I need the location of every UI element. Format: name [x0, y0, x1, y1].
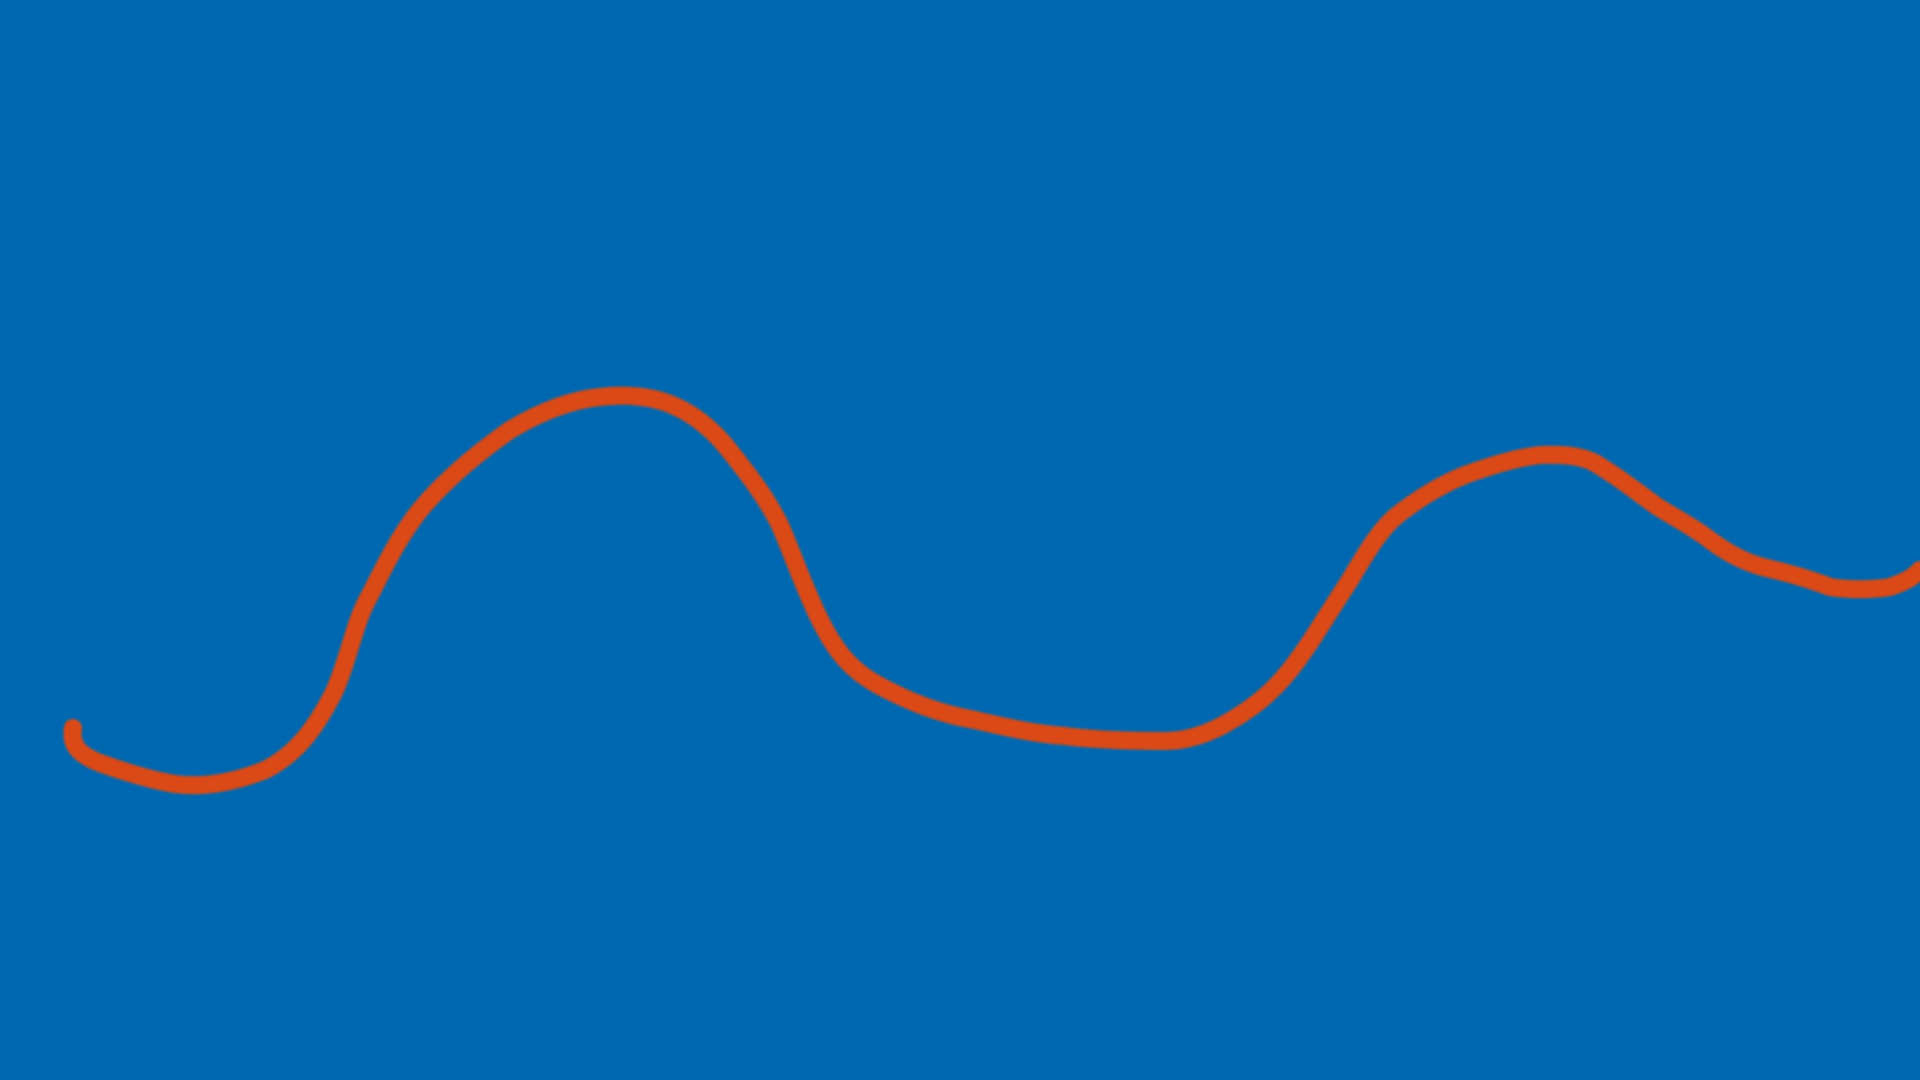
freehand-stroke [63, 386, 1920, 795]
